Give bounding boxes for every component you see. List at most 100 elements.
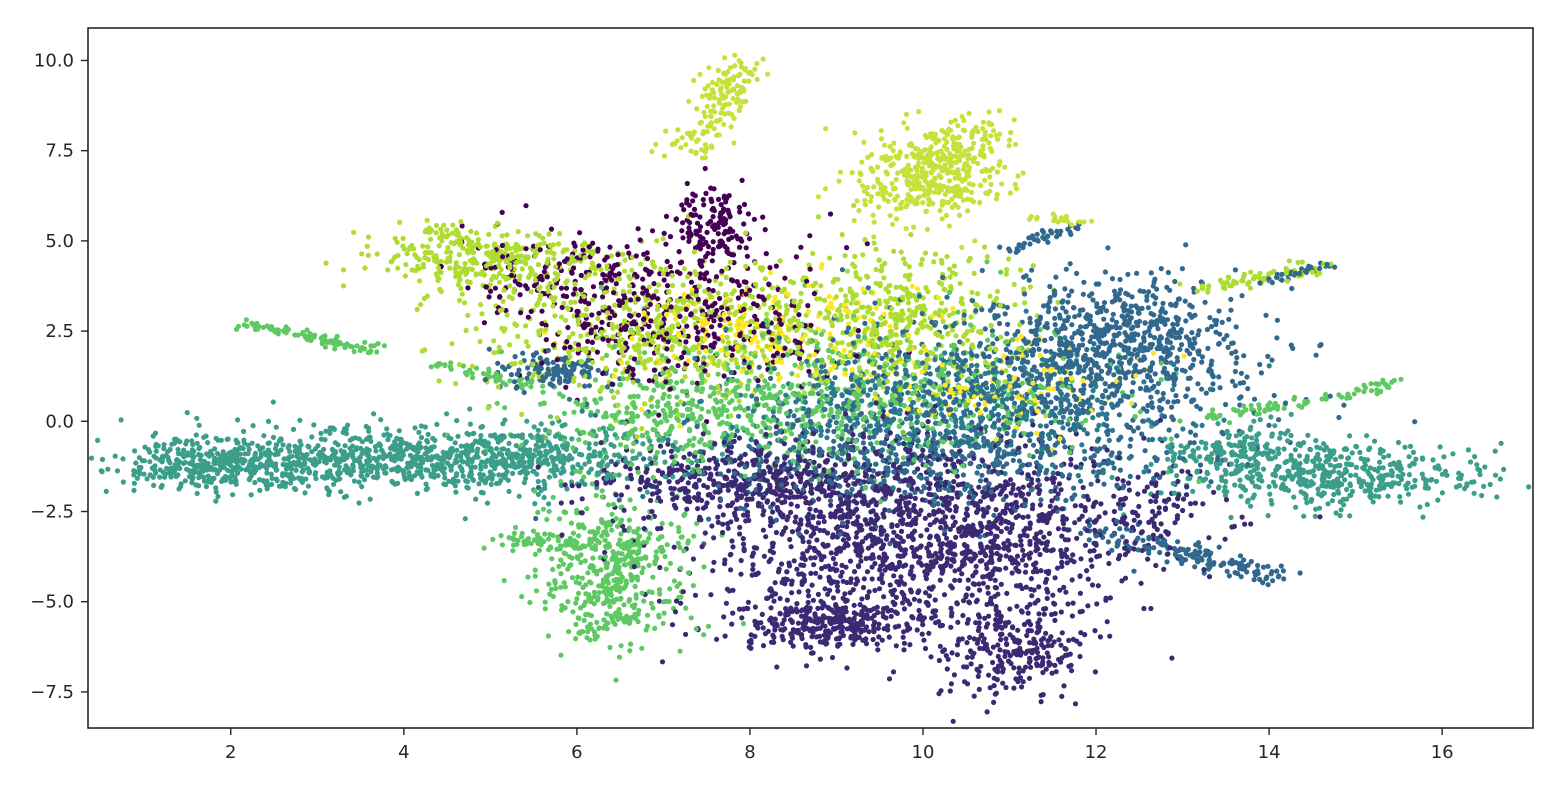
scatter-point xyxy=(1123,495,1129,501)
scatter-point xyxy=(992,691,998,697)
scatter-point xyxy=(1078,464,1084,471)
scatter-point xyxy=(550,494,556,500)
scatter-point xyxy=(958,481,964,487)
scatter-point xyxy=(1070,600,1076,606)
scatter-point xyxy=(532,501,538,507)
scatter-point xyxy=(730,544,736,550)
scatter-point xyxy=(770,501,776,507)
scatter-point xyxy=(235,323,241,329)
scatter-point xyxy=(684,180,690,187)
scatter-point xyxy=(1224,568,1230,574)
scatter-point xyxy=(1042,324,1048,330)
scatter-point xyxy=(793,629,799,635)
scatter-point xyxy=(1003,684,1009,691)
scatter-point xyxy=(1254,432,1260,439)
scatter-point xyxy=(742,392,749,399)
scatter-point xyxy=(1127,443,1133,449)
scatter-point xyxy=(1189,330,1195,336)
scatter-point xyxy=(565,599,571,605)
scatter-point xyxy=(935,372,942,378)
scatter-point xyxy=(931,259,937,265)
scatter-point xyxy=(627,275,633,282)
scatter-point xyxy=(558,607,565,613)
scatter-point xyxy=(462,260,468,267)
scatter-point xyxy=(558,571,564,577)
scatter-point xyxy=(954,652,961,658)
scatter-point xyxy=(1079,442,1085,448)
scatter-point xyxy=(1019,557,1026,563)
scatter-point xyxy=(576,437,582,443)
scatter-point xyxy=(741,344,747,350)
scatter-point xyxy=(828,502,834,508)
scatter-point xyxy=(1001,545,1007,552)
scatter-point xyxy=(765,71,771,77)
scatter-point xyxy=(956,134,962,140)
scatter-point xyxy=(561,300,567,306)
scatter-point xyxy=(854,198,860,204)
scatter-point xyxy=(593,324,599,330)
scatter-point xyxy=(912,312,918,318)
scatter-point xyxy=(827,498,834,504)
scatter-point xyxy=(1065,421,1071,427)
scatter-point xyxy=(906,307,912,313)
scatter-point xyxy=(261,478,267,484)
scatter-point xyxy=(505,477,511,483)
scatter-point xyxy=(969,362,975,369)
scatter-point xyxy=(805,303,811,309)
scatter-point xyxy=(884,378,891,384)
scatter-point xyxy=(473,326,479,332)
scatter-point xyxy=(1269,357,1275,363)
scatter-point xyxy=(1177,418,1183,424)
scatter-point xyxy=(798,290,804,296)
scatter-point xyxy=(424,217,430,223)
scatter-point xyxy=(695,506,701,512)
scatter-point xyxy=(1149,404,1156,410)
scatter-point xyxy=(948,605,954,612)
scatter-point xyxy=(763,251,769,257)
scatter-point xyxy=(726,340,732,346)
scatter-point xyxy=(711,482,717,488)
scatter-point xyxy=(944,294,950,300)
scatter-point xyxy=(194,490,200,496)
scatter-point xyxy=(1116,412,1122,418)
scatter-point xyxy=(711,95,718,101)
scatter-point xyxy=(1052,315,1058,321)
scatter-point xyxy=(821,518,827,525)
scatter-point xyxy=(414,490,420,496)
scatter-point xyxy=(563,285,570,291)
scatter-point xyxy=(540,383,546,389)
scatter-point xyxy=(618,442,624,448)
scatter-point xyxy=(556,563,562,570)
scatter-point xyxy=(876,634,882,640)
scatter-point xyxy=(1023,562,1029,568)
scatter-point xyxy=(893,452,899,458)
scatter-point xyxy=(244,323,250,329)
scatter-point xyxy=(1251,492,1257,498)
scatter-point xyxy=(850,587,856,593)
scatter-point xyxy=(886,676,893,682)
scatter-point xyxy=(1199,386,1205,392)
scatter-point xyxy=(546,474,553,480)
scatter-point xyxy=(740,536,746,542)
scatter-point xyxy=(666,393,672,400)
scatter-point xyxy=(1178,329,1184,335)
scatter-point xyxy=(495,360,501,366)
scatter-point xyxy=(957,577,963,584)
scatter-point xyxy=(603,285,610,291)
scatter-point xyxy=(683,339,689,345)
scatter-point xyxy=(1183,393,1189,399)
scatter-point xyxy=(1155,380,1162,387)
scatter-point xyxy=(1008,129,1014,136)
scatter-point xyxy=(525,365,531,371)
scatter-point xyxy=(873,280,879,286)
scatter-point xyxy=(467,421,473,427)
scatter-point xyxy=(1016,458,1023,464)
scatter-point xyxy=(876,257,882,263)
scatter-point xyxy=(727,552,733,558)
scatter-point xyxy=(1305,432,1311,438)
scatter-point xyxy=(1229,378,1236,384)
scatter-point xyxy=(1216,340,1222,346)
scatter-point xyxy=(916,598,923,604)
scatter-point xyxy=(1225,344,1231,350)
